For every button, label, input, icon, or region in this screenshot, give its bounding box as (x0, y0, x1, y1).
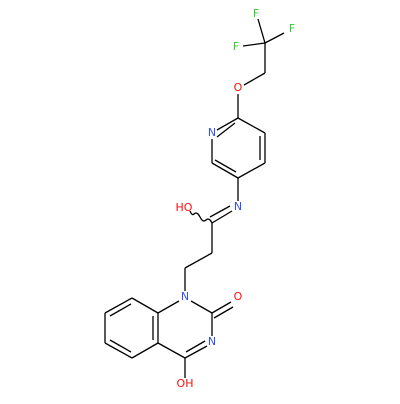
atom-label: N (208, 335, 216, 348)
bonds (104, 18, 285, 378)
atom-label: O (234, 81, 243, 94)
atom-label: F (289, 22, 295, 35)
atom-labels: F F F O N N HO N O N OH (176, 7, 296, 390)
atom-label: HO (176, 201, 193, 214)
atom-label: OH (177, 377, 194, 390)
atom-label: N (234, 200, 242, 213)
atom-label: F (233, 40, 239, 53)
atom-label: O (234, 290, 243, 303)
atom-label: F (253, 7, 259, 20)
atom-label: N (181, 290, 189, 303)
atom-label: N (208, 126, 216, 139)
